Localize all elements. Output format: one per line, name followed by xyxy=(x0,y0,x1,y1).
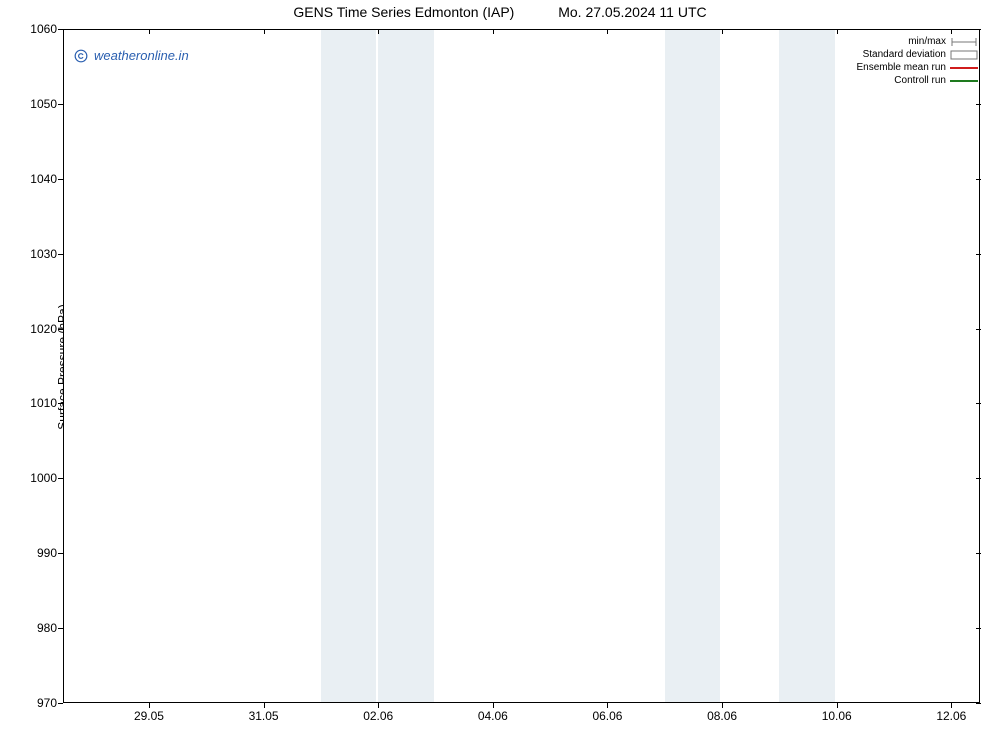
weekend-band xyxy=(665,29,720,703)
title-right: Mo. 27.05.2024 11 UTC xyxy=(558,4,706,20)
weekend-band xyxy=(378,29,433,703)
y-tick-mark xyxy=(976,254,981,255)
y-tick-mark xyxy=(58,254,63,255)
title-left: GENS Time Series Edmonton (IAP) xyxy=(293,4,514,20)
chart-container: GENS Time Series Edmonton (IAP) Mo. 27.0… xyxy=(0,0,1000,733)
x-tick-mark xyxy=(951,703,952,708)
legend-label: Ensemble mean run xyxy=(857,62,951,73)
weekend-band xyxy=(321,29,376,703)
x-tick-mark xyxy=(493,29,494,34)
y-tick-mark xyxy=(58,329,63,330)
legend-item: Controll run xyxy=(857,74,979,87)
plot-border xyxy=(63,29,980,703)
legend-item: Ensemble mean run xyxy=(857,61,979,74)
y-tick-mark xyxy=(976,329,981,330)
watermark-text: weatheronline.in xyxy=(94,48,189,63)
y-tick-mark xyxy=(976,29,981,30)
x-tick-mark xyxy=(722,703,723,708)
legend-swatch xyxy=(950,63,978,73)
legend-item: Standard deviation xyxy=(857,48,979,61)
x-tick-mark xyxy=(264,29,265,34)
y-tick-mark xyxy=(58,628,63,629)
x-tick-mark xyxy=(837,29,838,34)
y-tick-mark xyxy=(976,104,981,105)
y-tick-mark xyxy=(976,478,981,479)
legend-swatch xyxy=(950,37,978,47)
x-tick-mark xyxy=(378,703,379,708)
legend-swatch xyxy=(950,50,978,60)
weekend-band xyxy=(779,29,834,703)
plot-area: 9709809901000101010201030104010501060 29… xyxy=(63,29,980,703)
x-tick-mark xyxy=(607,29,608,34)
x-tick-mark xyxy=(264,703,265,708)
legend-label: Standard deviation xyxy=(863,49,950,60)
y-tick-mark xyxy=(58,403,63,404)
y-tick-mark xyxy=(58,553,63,554)
y-tick-mark xyxy=(58,478,63,479)
y-tick-mark xyxy=(58,703,63,704)
x-tick-mark xyxy=(837,703,838,708)
y-tick-mark xyxy=(976,703,981,704)
x-tick-mark xyxy=(951,29,952,34)
legend-label: min/max xyxy=(908,36,950,47)
legend: min/max Standard deviation Ensemble mean r… xyxy=(857,35,979,87)
x-tick-mark xyxy=(493,703,494,708)
copyright-icon xyxy=(74,49,88,63)
chart-title: GENS Time Series Edmonton (IAP) Mo. 27.0… xyxy=(0,4,1000,20)
watermark: weatheronline.in xyxy=(74,48,189,63)
x-tick-mark xyxy=(722,29,723,34)
legend-label: Controll run xyxy=(894,75,950,86)
y-tick-mark xyxy=(976,403,981,404)
y-tick-mark xyxy=(976,553,981,554)
x-tick-mark xyxy=(607,703,608,708)
legend-item: min/max xyxy=(857,35,979,48)
x-tick-mark xyxy=(149,703,150,708)
y-tick-mark xyxy=(976,179,981,180)
y-tick-mark xyxy=(58,179,63,180)
y-tick-mark xyxy=(58,104,63,105)
y-tick-mark xyxy=(58,29,63,30)
x-tick-mark xyxy=(378,29,379,34)
y-tick-mark xyxy=(976,628,981,629)
legend-swatch xyxy=(950,76,978,86)
x-tick-mark xyxy=(149,29,150,34)
